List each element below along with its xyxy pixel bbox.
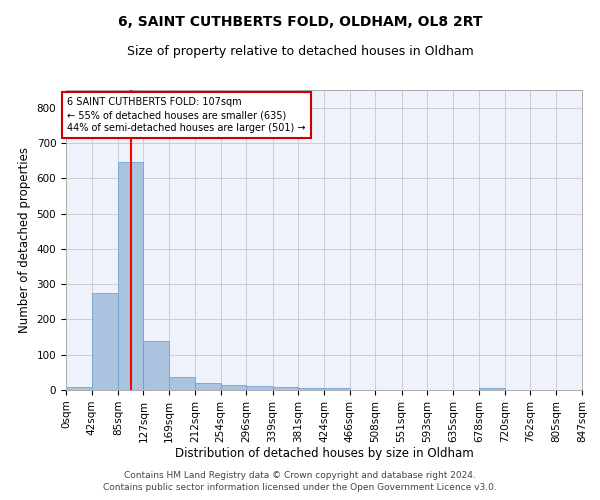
Bar [479,388,505,390]
Bar [325,388,350,390]
Bar [195,383,221,390]
Y-axis label: Number of detached properties: Number of detached properties [18,147,31,333]
Bar [66,387,92,390]
Bar [118,162,143,390]
Text: Size of property relative to detached houses in Oldham: Size of property relative to detached ho… [127,45,473,58]
Bar [143,340,169,390]
Bar [169,377,195,390]
Text: 6 SAINT CUTHBERTS FOLD: 107sqm
← 55% of detached houses are smaller (635)
44% of: 6 SAINT CUTHBERTS FOLD: 107sqm ← 55% of … [67,97,306,134]
Bar [221,386,247,390]
Bar [247,386,272,390]
Text: Contains public sector information licensed under the Open Government Licence v3: Contains public sector information licen… [103,484,497,492]
Bar [298,388,325,390]
Text: Contains HM Land Registry data © Crown copyright and database right 2024.: Contains HM Land Registry data © Crown c… [124,471,476,480]
Bar [272,387,298,390]
Text: 6, SAINT CUTHBERTS FOLD, OLDHAM, OL8 2RT: 6, SAINT CUTHBERTS FOLD, OLDHAM, OL8 2RT [118,15,482,29]
X-axis label: Distribution of detached houses by size in Oldham: Distribution of detached houses by size … [175,448,473,460]
Bar [92,293,118,390]
